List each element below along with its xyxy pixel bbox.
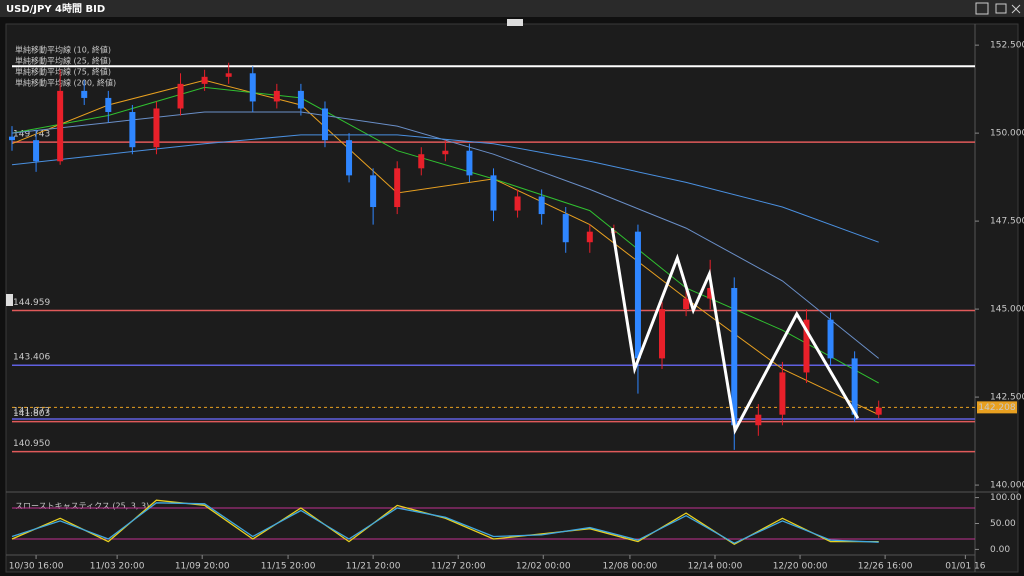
candle-body [9,136,15,141]
candle-body [201,76,208,84]
level-label: 144.959 [13,298,50,308]
legend-entry: 単純移動平均線 (200, 終値) [15,78,116,88]
indicator-line [11,499,879,545]
y-tick-label: 150.000 [990,129,1024,139]
x-tick-label: 01/01 16 [945,562,986,572]
candle-body [466,150,473,176]
candle-body [875,407,882,415]
candle-body [225,73,232,77]
candle-body [57,90,64,162]
candle-body [490,175,497,211]
candle-body [249,73,256,102]
x-tick-label: 12/02 00:00 [516,562,571,572]
candle-body [562,214,569,243]
candle-body [33,140,40,162]
level-label: 140.950 [13,439,50,449]
legend-entry: 単純移動平均線 (10, 終値) [15,45,111,55]
side-tab[interactable] [6,294,13,306]
candle-body [297,90,304,109]
indicator-title: スローストキャスティクス (25, 3, 3) [15,502,149,511]
chart-title: USD/JPY 4時間 BID [6,2,105,15]
candle-body [394,168,401,208]
indicator-line [11,502,879,544]
candle-body [683,298,690,310]
candle-body [129,112,136,148]
y-tick-label: 152.500 [990,41,1024,51]
close-button[interactable] [1011,4,1021,14]
y-tick-label: 140.000 [990,481,1024,491]
current-price-box [977,401,1017,414]
candle-body [273,90,280,102]
trend-zigzag [610,227,860,435]
maximize-button[interactable] [995,3,1007,14]
legend-entry: 単純移動平均線 (75, 終値) [15,67,111,77]
level-label: 141.877 [13,407,50,417]
y-tick-label: 142.500 [990,393,1024,403]
candle-body [370,175,377,208]
candle-body [851,358,858,415]
candle-body [153,108,160,148]
x-tick-label: 11/27 20:00 [431,562,486,572]
candle-body [827,319,834,359]
x-tick-label: 12/20 00:00 [773,562,828,572]
candle-body [586,231,593,243]
candle-body [418,154,425,169]
level-label: 141.803 [13,409,50,419]
x-tick-label: 11/15 20:00 [261,562,316,572]
y-tick-label: 145.000 [990,305,1024,315]
y-tick-label: 147.500 [990,217,1024,227]
candle-body [755,414,762,426]
x-tick-label: 12/14 00:00 [688,562,743,572]
candle-body [514,196,521,211]
candle-body [321,108,328,141]
window-button[interactable] [975,2,989,15]
level-label: 149.743 [13,130,50,140]
candle-body [346,140,353,176]
candle-body [105,97,112,113]
collapse-tab[interactable] [507,19,523,26]
x-tick-label: 12/26 16:00 [858,562,913,572]
indicator-y-tick-label: 50.00 [990,519,1016,529]
candle-body [803,319,810,373]
x-tick-label: 12/08 00:00 [603,562,658,572]
level-label: 143.406 [13,353,50,363]
candle-body [442,150,449,155]
candle-body [707,287,714,299]
candle-body [634,231,641,359]
candle-body [81,90,88,98]
candle-body [177,83,184,109]
indicator-y-tick-label: 0.00 [990,545,1010,555]
candle-body [538,196,545,215]
current-price-label: 142.208 [978,403,1015,413]
indicator-y-tick-label: 100.00 [990,493,1022,503]
title-bar [0,0,1024,17]
candle-body [659,309,666,359]
plot-frame [5,23,1019,573]
candle-body [779,372,786,415]
legend-entry: 単純移動平均線 (25, 終値) [15,56,111,66]
candle-body [731,287,738,426]
x-tick-label: 11/21 20:00 [346,562,401,572]
x-tick-label: 11/03 20:00 [90,562,145,572]
x-tick-label: 10/30 16:00 [9,562,64,572]
x-tick-label: 11/09 20:00 [175,562,230,572]
